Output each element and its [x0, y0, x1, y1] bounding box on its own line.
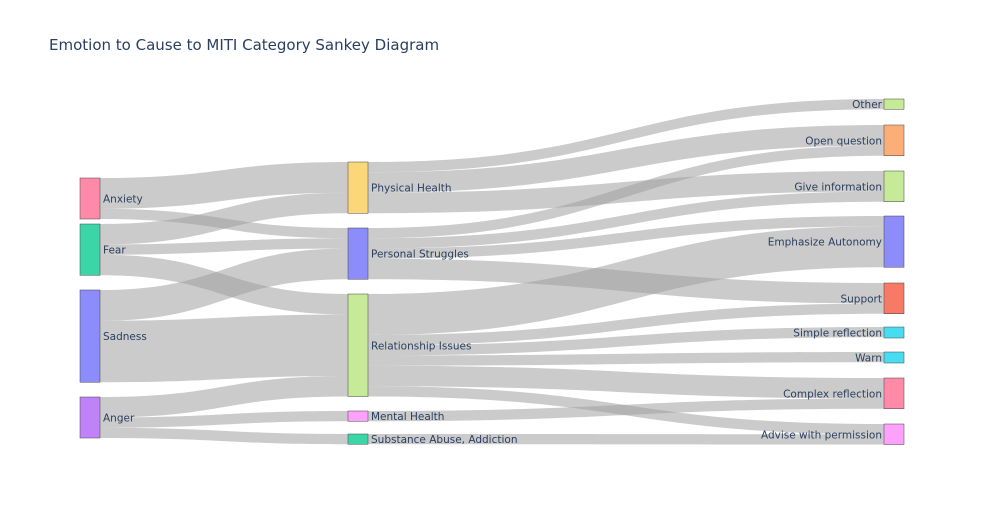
link-personal-struggles-to-give-information[interactable]	[368, 191, 884, 249]
node-other[interactable]	[883, 98, 905, 110]
node-open-question[interactable]	[883, 124, 905, 156]
link-relationship-issues-to-warn[interactable]	[368, 352, 884, 366]
node-label-personal-struggles: Personal Struggles	[371, 249, 469, 261]
node-label-support: Support	[840, 293, 882, 305]
node-label-anxiety: Anxiety	[103, 194, 143, 206]
node-sadness[interactable]	[79, 289, 101, 383]
link-anger-to-mental-health[interactable]	[100, 411, 348, 428]
links-layer	[100, 99, 884, 445]
link-relationship-issues-to-complex-reflection[interactable]	[368, 365, 884, 399]
node-label-simple-reflection: Simple reflection	[793, 328, 882, 340]
link-sadness-to-relationship-issues[interactable]	[100, 314, 348, 383]
node-simple-reflection[interactable]	[883, 326, 905, 339]
link-relationship-issues-to-simple-reflection[interactable]	[368, 327, 884, 356]
link-relationship-issues-to-support[interactable]	[368, 303, 884, 346]
node-fear[interactable]	[79, 223, 101, 276]
link-fear-to-physical-health[interactable]	[100, 192, 348, 245]
node-physical-health[interactable]	[347, 161, 369, 214]
link-fear-to-personal-struggles[interactable]	[100, 238, 348, 255]
node-label-emphasize-autonomy: Emphasize Autonomy	[768, 237, 882, 249]
link-physical-health-to-open-question[interactable]	[368, 125, 884, 193]
node-warn[interactable]	[883, 351, 905, 364]
node-advise-with-permission[interactable]	[883, 423, 905, 445]
link-anxiety-to-physical-health[interactable]	[100, 162, 348, 209]
link-personal-struggles-to-open-question[interactable]	[368, 145, 884, 239]
link-anger-to-relationship-issues[interactable]	[100, 376, 348, 418]
node-relationship-issues[interactable]	[347, 293, 369, 397]
link-sadness-to-personal-struggles[interactable]	[100, 248, 348, 321]
node-label-relationship-issues: Relationship Issues	[371, 340, 471, 352]
node-mental-health[interactable]	[347, 410, 369, 422]
node-label-physical-health: Physical Health	[371, 183, 452, 195]
node-label-give-information: Give information	[794, 181, 882, 193]
node-give-information[interactable]	[883, 170, 905, 202]
chart-title: Emotion to Cause to MITI Category Sankey…	[49, 36, 440, 54]
node-label-warn: Warn	[855, 353, 882, 365]
node-label-fear: Fear	[103, 245, 126, 257]
node-complex-reflection[interactable]	[883, 377, 905, 409]
node-label-open-question: Open question	[805, 135, 882, 147]
node-label-mental-health: Mental Health	[371, 411, 444, 423]
node-emphasize-autonomy[interactable]	[883, 215, 905, 268]
node-personal-struggles[interactable]	[347, 227, 369, 280]
node-support[interactable]	[883, 282, 905, 314]
link-physical-health-to-other[interactable]	[368, 99, 884, 173]
node-anxiety[interactable]	[79, 177, 101, 220]
link-mental-health-to-complex-reflection[interactable]	[368, 398, 884, 422]
node-anger[interactable]	[79, 396, 101, 439]
node-label-sadness: Sadness	[103, 331, 147, 343]
node-label-advise-with-permission: Advise with permission	[761, 429, 882, 441]
link-personal-struggles-to-emphasize-autonomy[interactable]	[368, 216, 884, 259]
node-label-other: Other	[852, 99, 882, 111]
node-substance-abuse-addiction[interactable]	[347, 433, 369, 445]
link-relationship-issues-to-emphasize-autonomy[interactable]	[368, 226, 884, 335]
node-label-complex-reflection: Complex reflection	[783, 388, 882, 400]
node-label-anger: Anger	[103, 413, 135, 425]
node-label-substance-abuse-addiction: Substance Abuse, Addiction	[371, 434, 517, 446]
nodes-layer: Anxiety Fear Sadness Anger Physical Health Pe…	[79, 98, 905, 446]
link-substance-abuse-addiction-to-advise-with-permission[interactable]	[368, 434, 884, 445]
link-anger-to-substance-abuse-addiction[interactable]	[100, 427, 348, 445]
